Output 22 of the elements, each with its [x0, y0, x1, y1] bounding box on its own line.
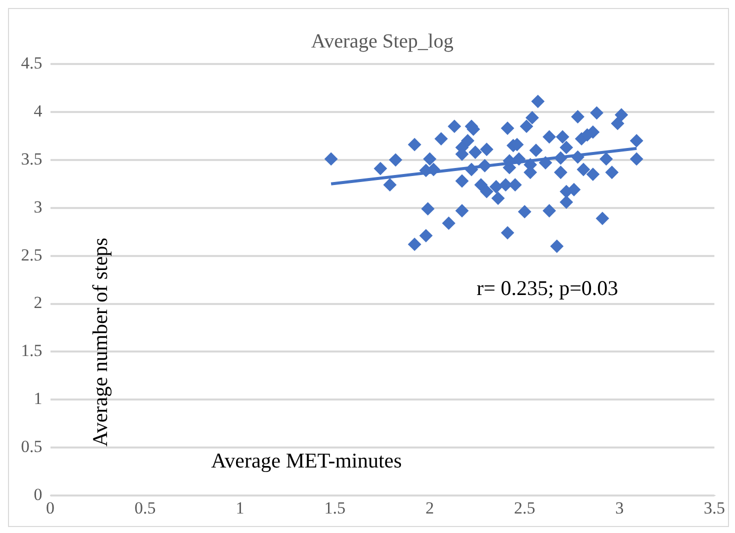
x-tick-label: 3 — [615, 498, 624, 518]
x-tick-label: 2 — [426, 498, 434, 518]
y-axis-title: Average number of steps — [88, 238, 112, 447]
y-tick-label: 3.5 — [21, 149, 42, 168]
y-tick-label: 2.5 — [21, 245, 42, 264]
x-tick-label: 1.5 — [324, 498, 346, 518]
annotation: r= 0.235; p=0.03 — [476, 276, 618, 300]
x-tick-label: 3.5 — [704, 498, 725, 518]
y-tick-label: 3 — [34, 197, 42, 216]
y-tick-label: 1 — [34, 389, 42, 408]
x-tick-label: 0.5 — [134, 498, 156, 518]
x-tick-label: 2.5 — [514, 498, 536, 518]
chart-title: Average Step_log — [311, 30, 454, 52]
x-tick-label: 0 — [46, 498, 54, 518]
y-tick-label: 2 — [34, 293, 42, 312]
y-tick-label: 4.5 — [21, 53, 42, 72]
y-tick-label: 4 — [34, 101, 43, 120]
y-tick-label: 0.5 — [21, 437, 42, 456]
x-axis-title: Average MET-minutes — [211, 448, 402, 473]
y-tick-label: 1.5 — [21, 341, 42, 360]
y-tick-label: 0 — [34, 485, 42, 504]
x-tick-label: 1 — [236, 498, 244, 518]
